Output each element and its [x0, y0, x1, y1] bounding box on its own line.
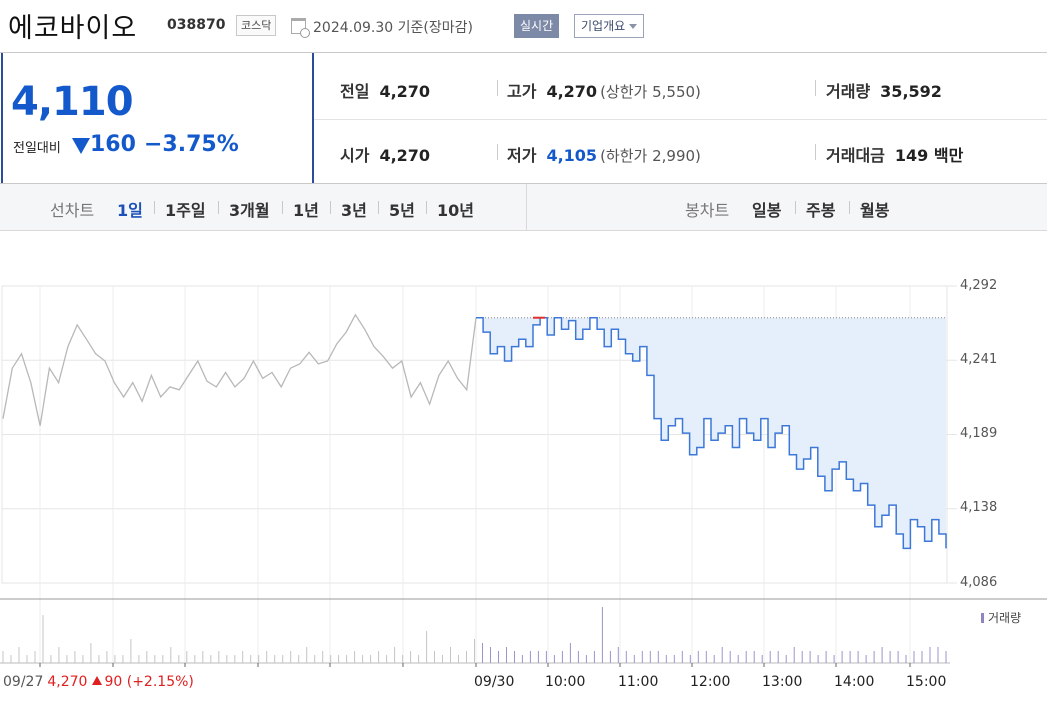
- tab-divider: [330, 201, 331, 214]
- tab-divider: [218, 201, 219, 214]
- chart-canvas[interactable]: [0, 231, 1047, 720]
- tab-monthly-candle[interactable]: 월봉: [860, 201, 890, 220]
- open-price: 시가 4,270: [340, 142, 430, 166]
- high-value: 4,270: [546, 82, 598, 101]
- down-arrow-icon: [72, 138, 90, 154]
- x-tick-label: 13:00: [762, 674, 803, 690]
- tab-divider: [154, 201, 155, 214]
- stock-code: 038870: [167, 17, 226, 33]
- company-overview-button[interactable]: 기업개요: [574, 14, 645, 38]
- prev-close-value: 4,270: [379, 82, 431, 101]
- volume-legend: 거래량: [981, 609, 1021, 626]
- open-value: 4,270: [379, 146, 431, 165]
- amount-label: 거래대금: [826, 146, 885, 165]
- divider: [497, 80, 498, 96]
- candle-chart-label: 봉차트: [685, 201, 730, 220]
- company-overview-label: 기업개요: [581, 19, 626, 33]
- x-tick-label: 11:00: [618, 674, 659, 690]
- divider: [497, 144, 498, 160]
- low-price: 저가 4,105 (하한가 2,990): [507, 142, 701, 166]
- prev-day-price: 4,270: [47, 674, 88, 690]
- tab-divider: [849, 201, 850, 214]
- caret-down-icon: [629, 24, 638, 29]
- tab-10y[interactable]: 10년: [437, 201, 474, 220]
- prev-day-line: [2, 313, 477, 426]
- low-value: 4,105: [546, 146, 598, 165]
- stock-name: 에코바이오: [8, 13, 138, 44]
- tab-1d[interactable]: 1일: [117, 201, 143, 220]
- prev-close-label: 전일: [340, 82, 370, 101]
- volume: 거래량 35,592: [826, 78, 942, 102]
- tab-divider: [426, 201, 427, 214]
- market-badge: 코스닥: [236, 15, 277, 36]
- calendar-icon: [291, 18, 310, 38]
- tab-divider: [282, 201, 283, 214]
- upper-limit: (상한가 5,550): [600, 83, 701, 101]
- tab-3m[interactable]: 3개월: [229, 201, 270, 220]
- divider: [815, 80, 816, 96]
- prev-day-change: 90: [104, 674, 123, 690]
- tab-daily-candle[interactable]: 일봉: [752, 201, 782, 220]
- y-tick-label: 4,189: [960, 426, 998, 441]
- prev-day-info: 09/27 4,270 90 (+2.15%): [3, 674, 194, 690]
- row-divider: [314, 119, 1047, 120]
- compare-label: 전일대비: [13, 141, 61, 156]
- lower-limit: (하한가 2,990): [600, 147, 701, 165]
- prev-day-rate: (+2.15%): [126, 674, 194, 690]
- tab-1w[interactable]: 1주일: [165, 201, 206, 220]
- trade-amount: 거래대금 149 백만: [826, 142, 963, 166]
- current-price-panel: 4,110 전일대비 160 −3.75%: [1, 53, 314, 183]
- prev-close: 전일 4,270: [340, 78, 430, 102]
- tab-5y[interactable]: 5년: [389, 201, 415, 220]
- volume-label: 거래량: [826, 82, 871, 101]
- date-basis: 2024.09.30 기준(장마감): [313, 20, 473, 36]
- price-change: 160: [90, 132, 136, 157]
- tab-weekly-candle[interactable]: 주봉: [806, 201, 836, 220]
- up-arrow-icon: [92, 676, 103, 685]
- x-tick-label: 14:00: [834, 674, 875, 690]
- line-chart-label: 선차트: [50, 201, 95, 220]
- tab-divider: [795, 201, 796, 214]
- high-label: 고가: [507, 82, 537, 101]
- high-price: 고가 4,270 (상한가 5,550): [507, 78, 701, 102]
- prev-day-date: 09/27: [3, 674, 44, 690]
- y-tick-label: 4,241: [960, 352, 998, 367]
- chart-period-bar: 선차트 1일 1주일 3개월 1년 3년 5년 10년 봉차트 일봉 주봉 월봉: [0, 184, 1047, 231]
- realtime-button[interactable]: 실시간: [514, 14, 560, 38]
- x-tick-label: 15:00: [906, 674, 947, 690]
- x-tick-label: 12:00: [690, 674, 731, 690]
- current-price: 4,110: [11, 79, 134, 125]
- bar-split: [526, 184, 527, 230]
- x-tick-label: 10:00: [545, 674, 586, 690]
- divider: [815, 144, 816, 160]
- tab-3y[interactable]: 3년: [341, 201, 367, 220]
- tab-divider: [378, 201, 379, 214]
- stock-header: 에코바이오 038870 코스닥 2024.09.30 기준(장마감) 실시간 …: [0, 0, 1047, 52]
- price-summary: 4,110 전일대비 160 −3.75% 전일 4,270 고가 4,270 (상한…: [0, 52, 1047, 184]
- open-label: 시가: [340, 146, 370, 165]
- amount-value: 149 백만: [894, 146, 964, 165]
- x-tick-label: 09/30: [474, 674, 515, 690]
- y-tick-label: 4,138: [960, 500, 998, 515]
- low-label: 저가: [507, 146, 537, 165]
- today-line: [476, 316, 947, 550]
- volume-value: 35,592: [880, 82, 942, 101]
- price-chart[interactable]: 4,292 4,241 4,189 4,138 4,086 거래량 09/27 4…: [0, 231, 1047, 720]
- price-change-rate: −3.75%: [144, 132, 239, 157]
- tab-1y[interactable]: 1년: [293, 201, 319, 220]
- y-tick-label: 4,292: [960, 278, 998, 293]
- y-tick-label: 4,086: [960, 575, 998, 590]
